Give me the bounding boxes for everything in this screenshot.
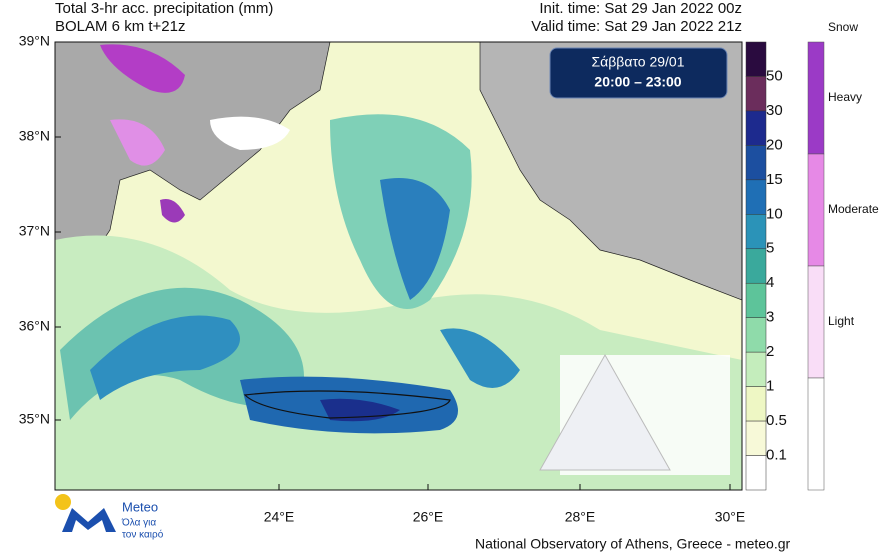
colorbar-label: 4 xyxy=(766,274,774,291)
colorbar-label: 15 xyxy=(766,171,783,188)
snow-segment xyxy=(807,153,825,267)
colorbar-segment xyxy=(745,110,767,146)
logo-name: Meteo xyxy=(122,499,158,514)
colorbar-segment xyxy=(745,386,767,422)
subtitle: BOLAM 6 km t+21z xyxy=(55,18,185,35)
colorbar-segment xyxy=(745,282,767,318)
colorbar-label: 50 xyxy=(766,67,783,84)
colorbar-segment xyxy=(745,317,767,353)
colorbar-segment xyxy=(745,145,767,181)
lon-label: 26°E xyxy=(413,509,444,525)
snow-label: Moderate xyxy=(828,202,879,216)
snow-segment xyxy=(807,377,825,491)
title: Total 3-hr acc. precipitation (mm) xyxy=(55,0,273,17)
axes: 39°N 38°N 37°N 36°N 35°N 24°E 26°E 28°E 30°E xyxy=(19,33,746,525)
colorbar-segment xyxy=(745,351,767,387)
lon-label: 24°E xyxy=(264,509,295,525)
lon-label: 28°E xyxy=(565,509,596,525)
colorbar-segment xyxy=(745,41,767,77)
credit: National Observatory of Athens, Greece -… xyxy=(475,536,790,552)
colorbar-label: 10 xyxy=(766,205,783,222)
init-time: Init. time: Sat 29 Jan 2022 00z xyxy=(539,0,742,17)
logo-tagline: Όλα για xyxy=(121,518,156,529)
colorbar-segment xyxy=(745,248,767,284)
lat-label: 37°N xyxy=(19,223,50,239)
colorbar-label: 20 xyxy=(766,136,783,153)
lat-label: 35°N xyxy=(19,411,50,427)
colorbar-label: 3 xyxy=(766,309,774,326)
lon-label: 30°E xyxy=(715,509,746,525)
logo: Meteo Όλα για τον καιρό xyxy=(55,494,164,541)
colorbar-label: 0.5 xyxy=(766,412,787,429)
date-box-day: Σάββατο 29/01 xyxy=(592,54,685,70)
colorbar-label: 5 xyxy=(766,240,774,257)
snow-title: Snow xyxy=(828,20,858,34)
colorbar-label: 30 xyxy=(766,102,783,119)
snow-colorbar: Snow Heavy Moderate Light xyxy=(807,20,879,491)
colorbar-segment xyxy=(745,179,767,215)
colorbar-label: 0.1 xyxy=(766,447,787,464)
colorbar-label: 1 xyxy=(766,378,774,395)
snow-segment xyxy=(807,265,825,379)
snow-label: Light xyxy=(828,314,855,328)
date-box-hours: 20:00 – 23:00 xyxy=(594,74,681,90)
colorbar-segment xyxy=(745,76,767,112)
snow-label: Heavy xyxy=(828,90,862,104)
lat-label: 39°N xyxy=(19,33,50,49)
lat-label: 36°N xyxy=(19,318,50,334)
logo-tagline: τον καιρό xyxy=(122,529,164,541)
colorbar-label: 2 xyxy=(766,343,774,360)
snow-segment xyxy=(807,41,825,155)
colorbar-segment xyxy=(745,455,767,491)
map: Σάββατο 29/01 20:00 – 23:00 xyxy=(54,41,743,491)
colorbar-segment xyxy=(745,214,767,250)
colorbar-segment xyxy=(745,420,767,456)
precip-colorbar: 50 30 20 15 10 5 4 3 2 1 0.5 0.1 xyxy=(745,41,787,491)
lat-label: 38°N xyxy=(19,128,50,144)
valid-time: Valid time: Sat 29 Jan 2022 21z xyxy=(531,18,742,35)
